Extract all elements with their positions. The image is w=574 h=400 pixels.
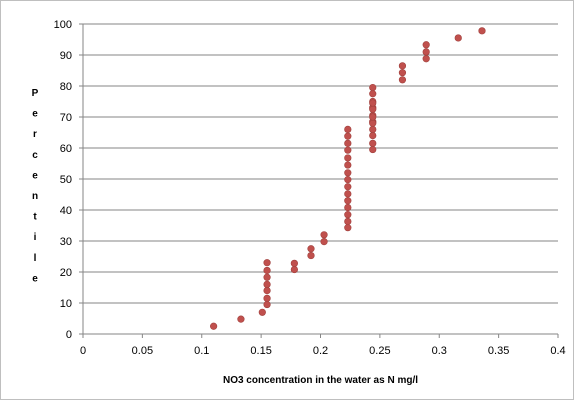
- x-tick-label: 0.25: [369, 345, 390, 357]
- data-point: [263, 259, 271, 267]
- x-tick-label: 0: [80, 345, 86, 357]
- y-axis-title-letter: P: [32, 88, 39, 99]
- data-point: [369, 139, 377, 147]
- data-point: [344, 125, 352, 133]
- data-point: [422, 41, 430, 49]
- gridlines: [83, 23, 558, 304]
- data-point: [290, 259, 298, 267]
- data-point: [258, 308, 266, 316]
- data-point: [344, 217, 352, 226]
- y-tick-label: 90: [60, 50, 72, 62]
- tick-labels: 0 10 20 30 40 50 60 70 80 90 100 0 0.05 0.1 0.15 0.2 0.2…: [54, 19, 566, 357]
- data-point: [210, 322, 218, 330]
- data-point: [344, 211, 352, 219]
- x-tick-label: 0.15: [250, 345, 271, 357]
- x-tick-label: 0.35: [488, 345, 509, 357]
- y-axis-title-letter: e: [32, 170, 38, 181]
- data-point: [344, 146, 352, 154]
- data-point: [369, 119, 377, 127]
- data-point: [422, 55, 430, 63]
- data-point: [263, 273, 271, 281]
- axes: [79, 23, 559, 338]
- x-tick-label: 0.1: [194, 345, 209, 357]
- y-axis-title-letter: n: [32, 191, 38, 202]
- y-tick-label: 100: [54, 19, 72, 31]
- data-point: [344, 183, 352, 191]
- data-points: [210, 27, 486, 330]
- y-tick-label: 0: [66, 329, 72, 341]
- data-point: [344, 161, 352, 169]
- data-point: [344, 154, 352, 162]
- x-axis-title: NO3 concentration in the water as N mg/l: [223, 375, 418, 386]
- data-point: [398, 69, 407, 77]
- data-point: [263, 287, 271, 295]
- data-point: [263, 300, 271, 309]
- y-axis-title-letter: i: [34, 232, 37, 243]
- data-point: [290, 265, 298, 274]
- x-tick-label: 0.3: [432, 345, 447, 357]
- y-tick-label: 70: [60, 112, 72, 124]
- y-tick-label: 30: [60, 236, 72, 248]
- data-point: [369, 132, 377, 140]
- data-point: [454, 34, 462, 42]
- data-point: [263, 294, 271, 302]
- data-point: [263, 280, 271, 289]
- y-axis-title-letter: l: [34, 253, 37, 264]
- data-point: [344, 224, 352, 232]
- data-point: [344, 176, 352, 184]
- data-point: [422, 48, 430, 56]
- data-point: [369, 145, 377, 154]
- y-tick-label: 10: [60, 298, 72, 310]
- data-point: [398, 62, 407, 70]
- y-axis-title-letter: e: [32, 109, 38, 120]
- data-point: [307, 251, 315, 260]
- data-point: [369, 99, 377, 107]
- data-point: [369, 90, 377, 98]
- data-point: [478, 27, 486, 35]
- y-axis-title-letter: e: [32, 273, 38, 284]
- y-axis-title-letter: c: [32, 150, 38, 161]
- y-tick-label: 20: [60, 267, 72, 279]
- data-point: [344, 132, 352, 140]
- data-point: [369, 83, 377, 92]
- data-point: [344, 139, 352, 147]
- data-point: [398, 76, 407, 84]
- data-point: [263, 266, 271, 275]
- x-tick-label: 0.4: [550, 345, 565, 357]
- data-point: [320, 238, 328, 246]
- data-point: [320, 231, 328, 239]
- data-point: [344, 203, 352, 212]
- data-point: [369, 105, 377, 113]
- y-tick-label: 80: [60, 81, 72, 93]
- data-point: [237, 315, 245, 323]
- data-point: [344, 169, 352, 177]
- data-point: [369, 113, 377, 121]
- y-tick-label: 40: [60, 205, 72, 217]
- y-axis-title-letter: t: [33, 212, 37, 223]
- data-point: [369, 125, 377, 133]
- y-tick-label: 60: [60, 143, 72, 155]
- x-tick-label: 0.2: [313, 345, 328, 357]
- data-point: [344, 197, 352, 205]
- data-point: [344, 190, 352, 198]
- y-tick-label: 50: [60, 174, 72, 186]
- x-tick-label: 0.05: [132, 345, 153, 357]
- y-axis-title-letter: r: [33, 129, 37, 140]
- data-point: [307, 245, 315, 253]
